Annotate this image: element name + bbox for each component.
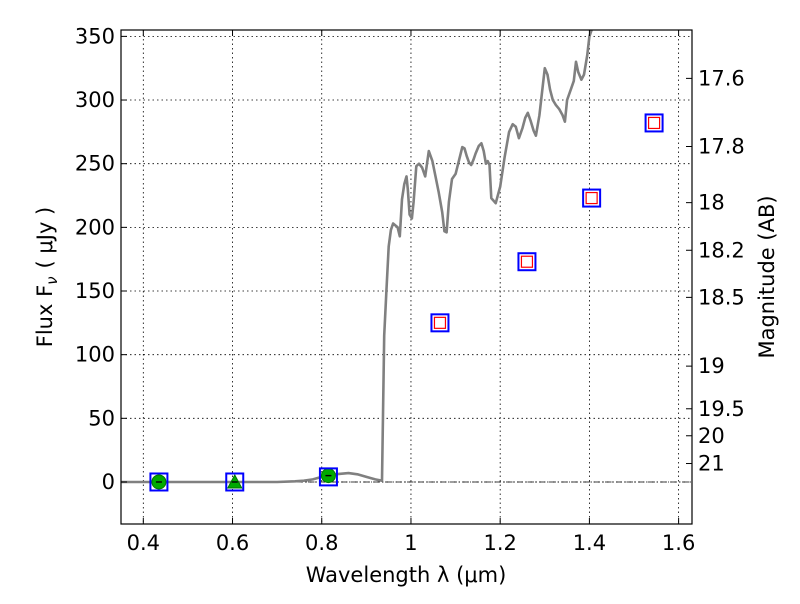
blue-square-marker bbox=[430, 313, 450, 333]
red-square-marker bbox=[647, 116, 661, 130]
blue-square-marker bbox=[517, 252, 537, 272]
magnitude-tick-label: 17.8 bbox=[698, 134, 745, 158]
magnitude-tick-label: 17.6 bbox=[698, 66, 745, 90]
y-tick-label: 200 bbox=[75, 215, 115, 239]
red-square-marker bbox=[585, 191, 598, 205]
magnitude-tick-label: 20 bbox=[698, 424, 725, 448]
magnitude-tick-label: 18.5 bbox=[698, 285, 745, 309]
axes-frame bbox=[120, 29, 693, 525]
magnitude-tick-label: 18 bbox=[698, 191, 725, 215]
x-tick-label: 0.6 bbox=[216, 531, 249, 555]
x-tick-label: 1 bbox=[404, 531, 417, 555]
red-square-marker bbox=[520, 255, 534, 268]
model-spectrum-layer bbox=[121, 29, 593, 484]
x-tick-label: 1.4 bbox=[573, 531, 606, 555]
magnitude-tick-label: 19 bbox=[698, 354, 725, 378]
photometry-points-layer bbox=[149, 113, 664, 492]
y-tick-label: 250 bbox=[75, 152, 115, 176]
blue-square-marker bbox=[582, 188, 602, 208]
model-spectrum-line bbox=[121, 29, 593, 484]
grid bbox=[121, 30, 692, 524]
x-tick-label: 1.6 bbox=[662, 531, 695, 555]
y2-axis-label: Magnitude (AB) bbox=[755, 195, 779, 358]
blue-square-marker bbox=[225, 472, 245, 492]
x-axis-label: Wavelength λ (μm) bbox=[306, 563, 507, 587]
y-tick-label: 300 bbox=[75, 88, 115, 112]
y-tick-label: 100 bbox=[75, 343, 115, 367]
ticks bbox=[121, 30, 692, 524]
x-tick-label: 1.2 bbox=[483, 531, 516, 555]
magnitude-tick-label: 19.5 bbox=[698, 397, 745, 421]
y-tick-label: 0 bbox=[102, 470, 115, 494]
y-axis-label-units: ( μJy ) bbox=[33, 207, 57, 269]
tick-labels: 0.4 0.6 0.8 1 1.2 1.4 1.6 0 50 100 150 200 250 300 350… bbox=[75, 24, 745, 555]
x-tick-label: 0.4 bbox=[127, 531, 160, 555]
magnitude-tick-label: 21 bbox=[698, 452, 725, 476]
blue-square-marker bbox=[149, 472, 169, 492]
blue-square-marker bbox=[644, 113, 664, 133]
y-axis-label-sub: ν bbox=[43, 276, 61, 284]
x-tick-label: 0.8 bbox=[305, 531, 338, 555]
magnitude-tick-label: 18.2 bbox=[698, 238, 745, 262]
y-axis-label: Flux Fν ( μJy ) bbox=[33, 207, 61, 348]
y-tick-label: 350 bbox=[75, 24, 115, 48]
y-axis-label-group: Flux Fν ( μJy ) bbox=[33, 207, 61, 348]
red-square-marker bbox=[433, 316, 447, 329]
y-tick-label: 150 bbox=[75, 279, 115, 303]
y-axis-label-main: Flux F bbox=[33, 285, 57, 347]
y-tick-label: 50 bbox=[88, 406, 115, 430]
blue-square-marker bbox=[318, 467, 338, 487]
